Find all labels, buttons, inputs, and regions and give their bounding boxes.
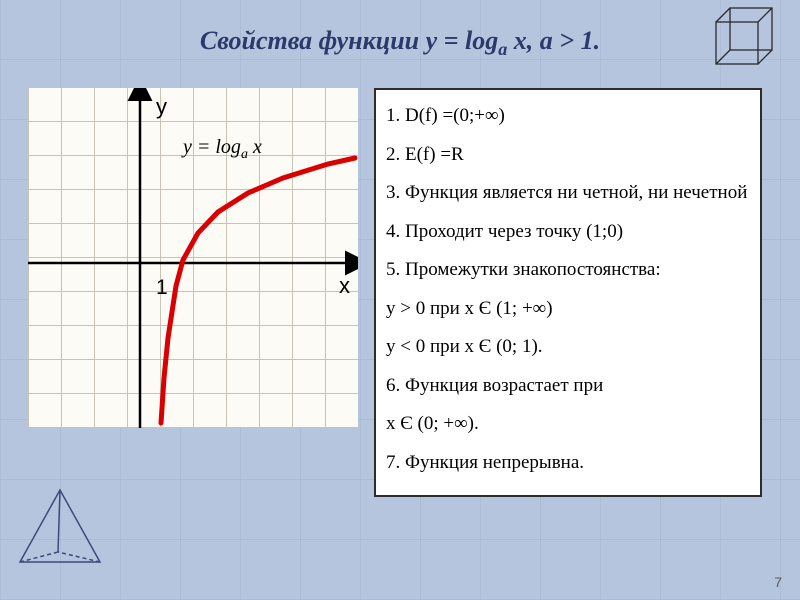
prop-line: 4. Проходит через точку (1;0)	[386, 218, 750, 247]
cube-icon	[708, 4, 778, 70]
prop-line: 6. Функция возрастает при	[386, 372, 750, 401]
formula-sub: a	[241, 147, 248, 162]
chart-formula: y = loga x	[183, 136, 262, 163]
formula-prefix: y = log	[183, 136, 241, 158]
prop-line: y > 0 при x Є (1; +∞)	[386, 295, 750, 324]
page-number: 7	[774, 574, 782, 590]
formula-suffix: x	[248, 136, 262, 158]
properties-panel: 1. D(f) =(0;+∞) 2. E(f) =R 3. Функция яв…	[374, 88, 762, 497]
y-axis-label: y	[156, 94, 167, 120]
title-sub: a	[498, 39, 507, 59]
x-axis-label: x	[339, 273, 350, 299]
prop-line: 5. Промежутки знакопостоянства:	[386, 256, 750, 285]
log-curve	[161, 158, 355, 423]
prop-line: x Є (0; +∞).	[386, 410, 750, 439]
prop-line: 7. Функция непрерывна.	[386, 449, 750, 478]
tick-1-label: 1	[156, 276, 168, 300]
tetrahedron-icon	[14, 484, 106, 576]
prop-line: 3. Функция является ни четной, ни нечетн…	[386, 179, 750, 208]
prop-line: 1. D(f) =(0;+∞)	[386, 102, 750, 131]
title-suffix: x, a > 1.	[507, 26, 600, 55]
prop-line: y < 0 при x Є (0; 1).	[386, 333, 750, 362]
log-chart: y x 1 y = loga x	[28, 88, 358, 428]
title-prefix: Свойства функции y = log	[200, 26, 498, 55]
prop-line: 2. E(f) =R	[386, 141, 750, 170]
page-title: Свойства функции y = loga x, a > 1.	[0, 26, 800, 60]
